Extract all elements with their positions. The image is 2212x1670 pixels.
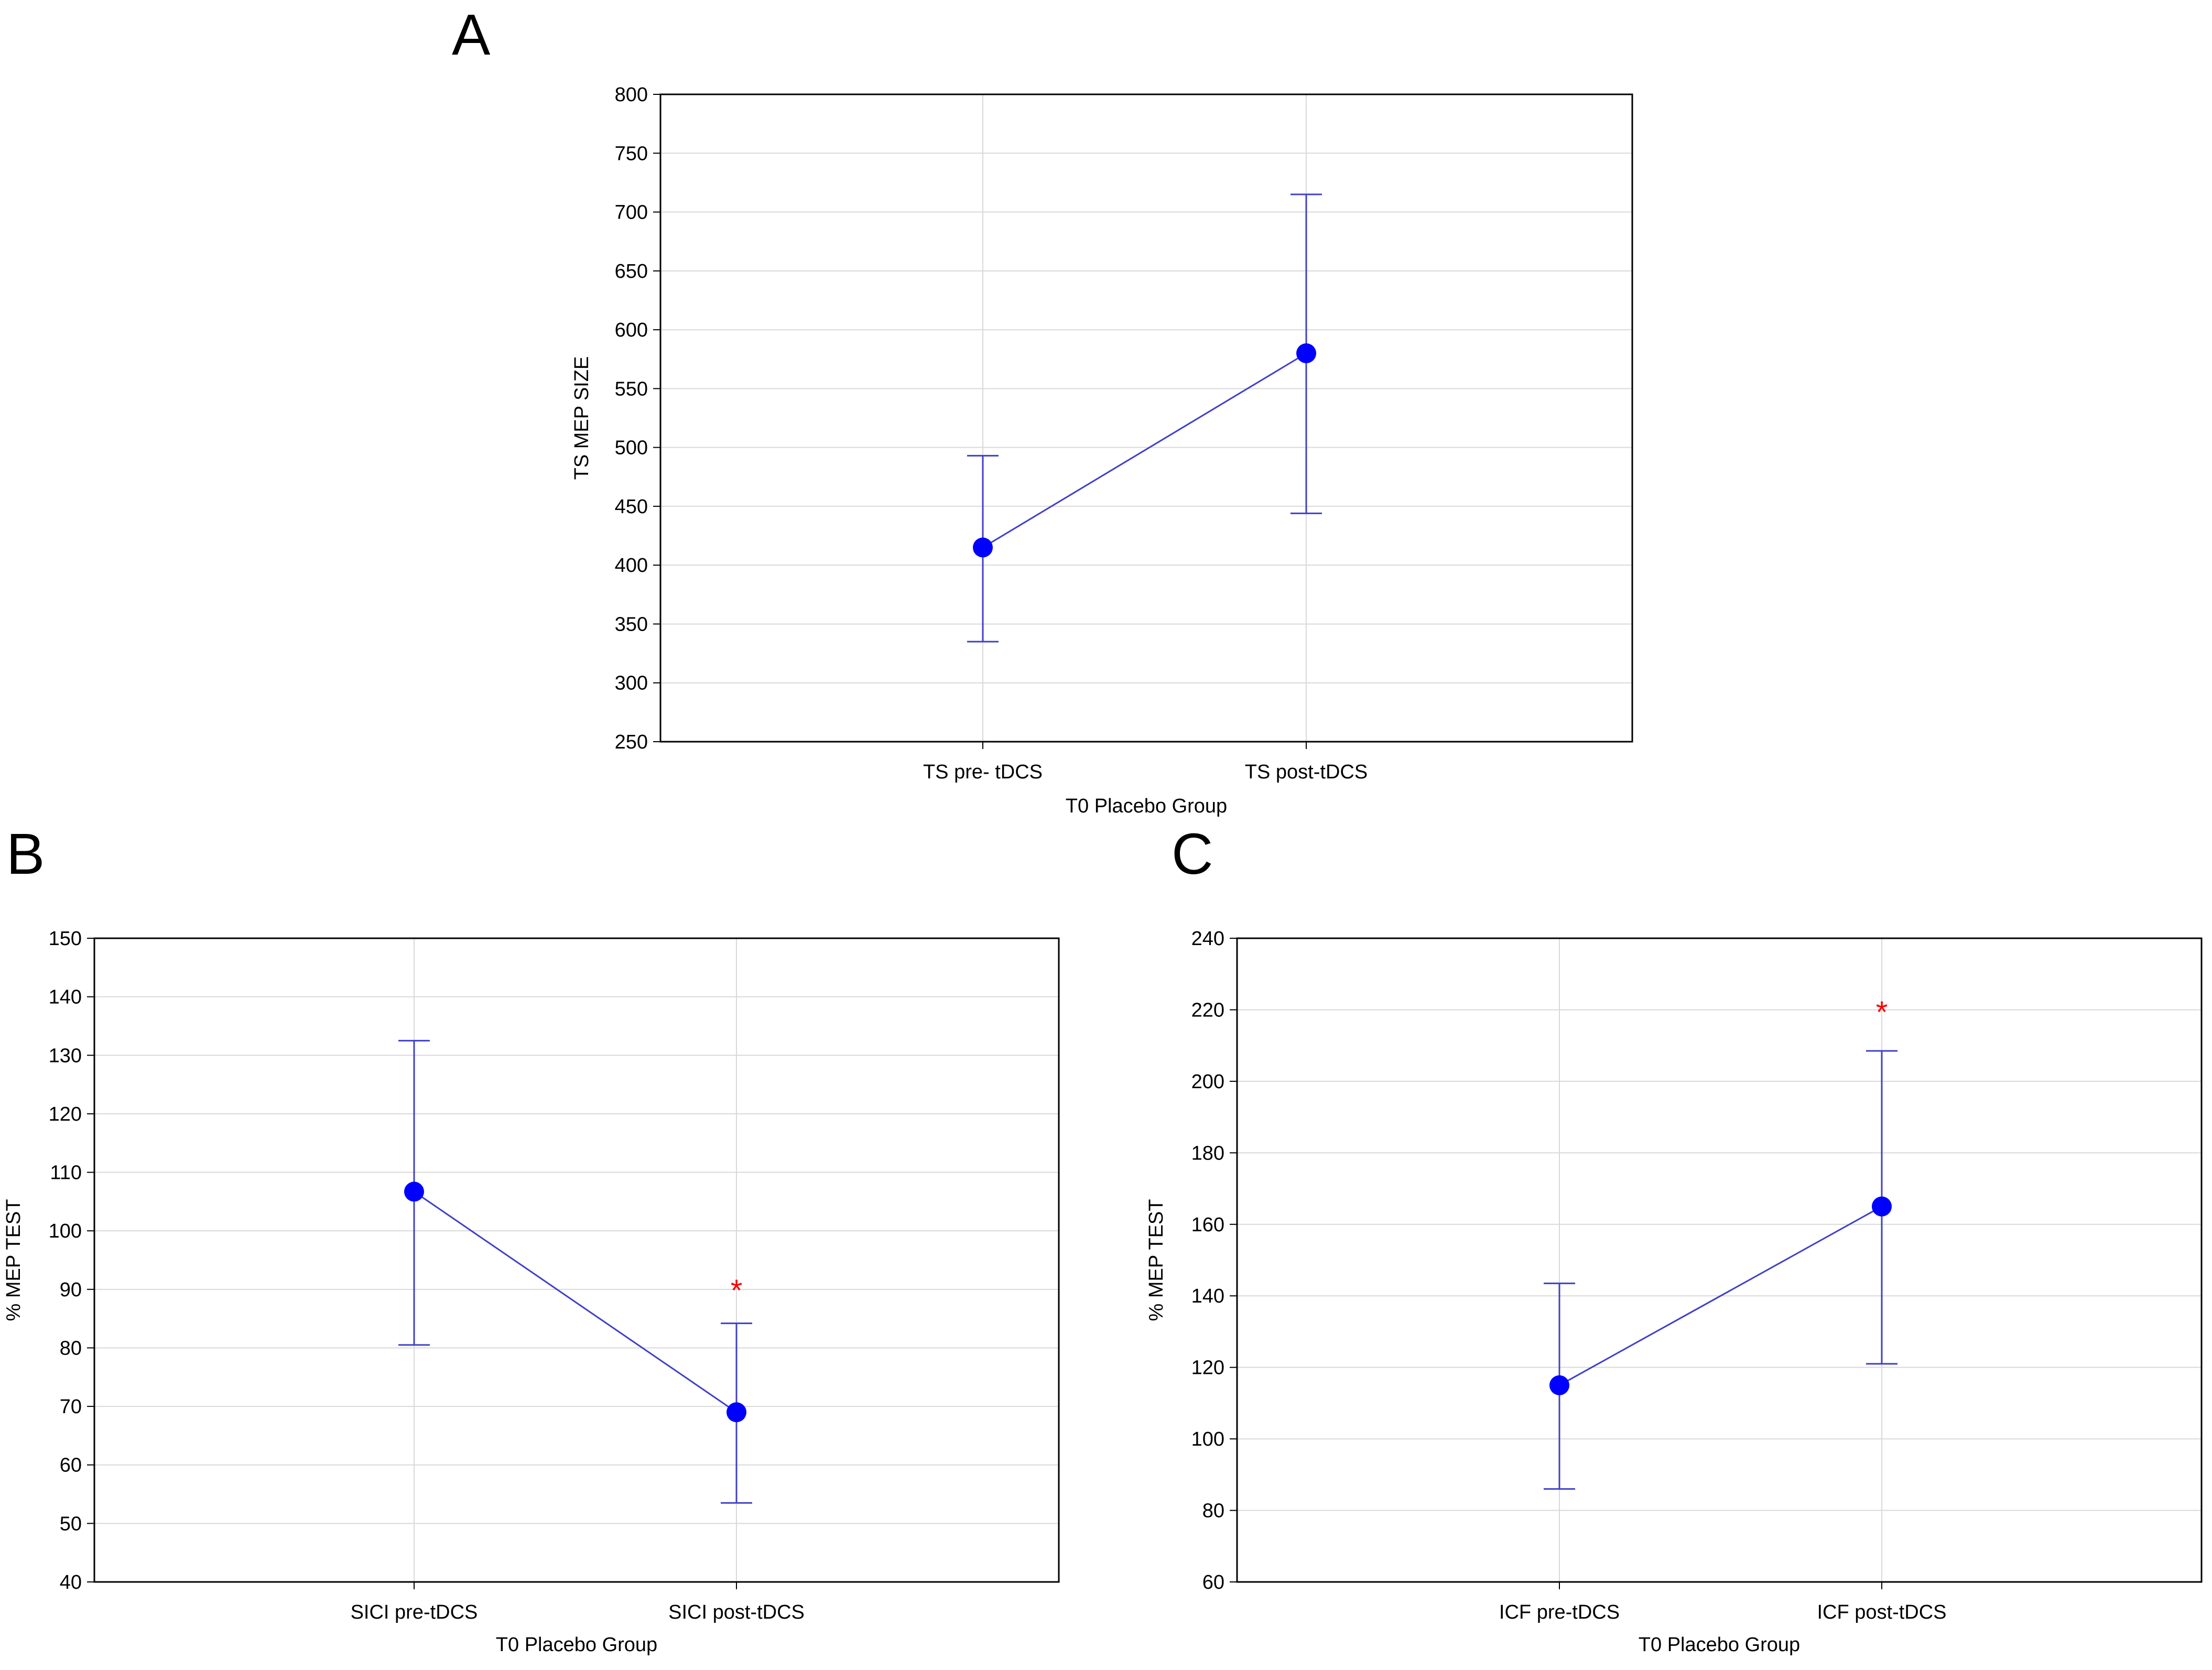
- chart-c-data-point: [1872, 1196, 1892, 1217]
- chart-b-tick-label-y: 100: [49, 1220, 82, 1242]
- chart-c-tick-label-x: ICF pre-tDCS: [1499, 1601, 1620, 1623]
- chart-b-data-point: [404, 1181, 424, 1202]
- chart-c-tick-label-x: ICF post-tDCS: [1817, 1601, 1946, 1623]
- chart-c-tick-label-y: 220: [1191, 999, 1224, 1021]
- chart-a-tick-label-y: 800: [615, 84, 648, 106]
- chart-a-tick-label-y: 700: [615, 202, 648, 224]
- chart-a-tick-label-y: 650: [615, 261, 648, 283]
- chart-c-plot-frame: [1236, 937, 2203, 1583]
- chart-b-tick-label-x: SICI pre-tDCS: [351, 1601, 478, 1623]
- chart-c-y-axis-label: % MEP TEST: [1145, 1199, 1167, 1321]
- chart-a-tick-label-y: 250: [615, 731, 648, 753]
- chart-c-tick-label-y: 140: [1191, 1285, 1224, 1307]
- chart-c-tick-label-y: 160: [1191, 1214, 1224, 1236]
- chart-b-tick-label-y: 40: [60, 1571, 82, 1593]
- panel-label-a: A: [452, 3, 491, 67]
- chart-b-plot-frame: [93, 937, 1060, 1583]
- chart-a-tick-label-y: 450: [615, 496, 648, 518]
- chart-a-tick-label-y: 400: [615, 555, 648, 577]
- chart-b-tick-label-y: 140: [49, 986, 82, 1008]
- chart-b-x-axis-label: T0 Placebo Group: [496, 1634, 657, 1656]
- chart-b-y-axis-label: % MEP TEST: [3, 1199, 25, 1321]
- chart-b-tick-label-y: 110: [50, 1162, 82, 1184]
- chart-c-data-point: [1549, 1375, 1569, 1395]
- chart-b-tick-label-x: SICI post-tDCS: [668, 1601, 805, 1623]
- chart-a-ts-mep-size: 250 300 350 400 450 500 550 600 650 700 750 800 TS p…: [571, 84, 1633, 817]
- chart-a-tick-label-x: TS post-tDCS: [1245, 761, 1368, 783]
- chart-c-tick-label-y: 240: [1191, 928, 1224, 950]
- panel-label-c: C: [1172, 822, 1213, 886]
- chart-a-tick-label-y: 600: [615, 319, 648, 341]
- chart-b-tick-label-y: 70: [60, 1396, 82, 1418]
- chart-c-tick-label-y: 200: [1191, 1071, 1224, 1093]
- panel-label-b: B: [6, 822, 45, 886]
- chart-a-tick-label-y: 300: [615, 673, 648, 695]
- chart-b-sici: 40 50 60 70 80 90 100 110 120 130 140 150 SICI pre-t…: [3, 928, 1060, 1656]
- chart-b-data-point: [727, 1402, 746, 1423]
- chart-b-significance-asterisk: *: [731, 1274, 743, 1308]
- chart-a-tick-label-x: TS pre- tDCS: [923, 761, 1043, 783]
- chart-a-plot-frame: [659, 93, 1633, 743]
- chart-c-tick-label-y: 120: [1191, 1357, 1224, 1379]
- chart-a-tick-label-y: 750: [615, 143, 648, 165]
- chart-a-tick-label-y: 550: [615, 378, 648, 400]
- chart-a-tick-label-y: 500: [615, 437, 648, 459]
- chart-a-x-axis-label: T0 Placebo Group: [1066, 795, 1227, 817]
- chart-c-significance-asterisk: *: [1876, 995, 1888, 1029]
- chart-c-tick-label-y: 100: [1191, 1428, 1224, 1450]
- chart-c-x-axis-label: T0 Placebo Group: [1639, 1634, 1800, 1656]
- chart-c-series-line: [1559, 1206, 1882, 1386]
- chart-b-tick-label-y: 130: [49, 1045, 82, 1067]
- chart-c-tick-label-y: 180: [1191, 1142, 1224, 1164]
- chart-b-series-line: [414, 1191, 737, 1413]
- chart-b-tick-label-y: 120: [49, 1103, 82, 1125]
- chart-b-tick-label-y: 60: [60, 1455, 82, 1477]
- chart-a-data-point: [973, 537, 993, 558]
- chart-b-tick-label-y: 50: [60, 1513, 82, 1535]
- chart-c-tick-label-y: 60: [1202, 1571, 1224, 1593]
- chart-a-series-line: [982, 352, 1307, 548]
- chart-a-y-axis-label: TS MEP SIZE: [571, 356, 593, 480]
- chart-a-data-point: [1296, 343, 1316, 363]
- chart-b-tick-label-y: 150: [49, 928, 82, 950]
- chart-b-tick-label-y: 80: [60, 1337, 82, 1359]
- chart-a-tick-label-y: 350: [615, 613, 648, 635]
- chart-c-tick-label-y: 80: [1202, 1500, 1224, 1522]
- chart-b-tick-label-y: 90: [60, 1279, 82, 1301]
- chart-c-icf: 60 80 100 120 140 160 180 200 220 240 ICF pre-tDCS…: [1145, 928, 2203, 1656]
